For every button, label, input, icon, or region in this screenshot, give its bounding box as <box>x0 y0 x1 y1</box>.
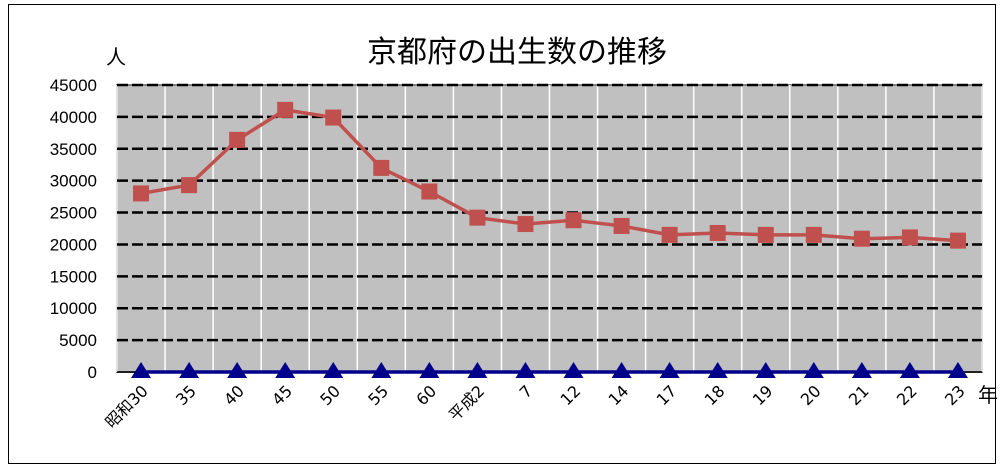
data-point <box>947 362 968 378</box>
chart-title: 京都府の出生数の推移 <box>367 35 667 70</box>
x-tick-label: 21 <box>845 381 873 409</box>
data-point <box>613 217 630 234</box>
x-tick-label: 7 <box>516 381 537 402</box>
data-point <box>419 362 440 378</box>
data-point <box>515 362 536 378</box>
data-point <box>181 177 198 194</box>
x-tick-label: 50 <box>316 381 344 409</box>
x-tick-label: 平成2 <box>445 381 488 424</box>
data-point <box>467 362 488 378</box>
data-point <box>131 362 152 378</box>
y-tick-label: 40000 <box>50 108 97 127</box>
x-tick-label: 22 <box>893 381 921 409</box>
data-point <box>227 362 248 378</box>
data-point <box>133 185 150 202</box>
y-axis-ticks: 0 5000 10000 15000 20000 25000 30000 35000 40000… <box>50 76 97 382</box>
y-tick-label: 30000 <box>50 172 97 191</box>
data-point <box>179 362 200 378</box>
y-axis-unit-label: 人 <box>106 45 126 69</box>
x-tick-label: 18 <box>701 381 729 409</box>
y-tick-label: 0 <box>88 363 97 382</box>
series-2 <box>131 362 968 378</box>
data-point <box>805 226 822 243</box>
data-point <box>275 362 296 378</box>
data-point <box>661 226 678 243</box>
y-tick-label: 20000 <box>50 235 97 254</box>
y-tick-label: 25000 <box>50 204 97 223</box>
data-point <box>949 232 966 249</box>
y-tick-label: 45000 <box>50 76 97 95</box>
y-tick-label: 15000 <box>50 267 97 286</box>
x-axis-unit-label: 年 <box>978 383 998 407</box>
x-tick-label: 45 <box>268 381 296 409</box>
data-point <box>659 362 680 378</box>
data-point <box>517 216 534 233</box>
data-point <box>371 362 392 378</box>
y-tick-label: 10000 <box>50 299 97 318</box>
data-point <box>853 230 870 247</box>
data-point <box>565 212 582 229</box>
x-tick-label: 12 <box>557 381 585 409</box>
x-tick-label: 14 <box>605 381 633 409</box>
data-point <box>229 131 246 148</box>
y-tick-label: 5000 <box>59 331 97 350</box>
x-tick-label: 35 <box>172 381 200 409</box>
x-tick-label: 60 <box>412 381 440 409</box>
x-tick-label: 40 <box>220 381 248 409</box>
gridlines <box>116 83 983 373</box>
data-point <box>803 362 824 378</box>
data-point <box>325 109 342 126</box>
data-point <box>421 183 438 200</box>
series-1 <box>133 101 966 249</box>
data-point <box>899 362 920 378</box>
x-tick-label: 23 <box>941 381 969 409</box>
data-point <box>757 226 774 243</box>
data-point <box>851 362 872 378</box>
data-point <box>373 159 390 176</box>
data-point <box>901 229 918 246</box>
data-point <box>611 362 632 378</box>
x-tick-label: 昭和30 <box>101 381 151 431</box>
data-point <box>707 362 728 378</box>
x-tick-label: 55 <box>364 381 392 409</box>
x-tick-label: 19 <box>749 381 777 409</box>
series-layer <box>131 101 968 378</box>
data-point <box>277 101 294 118</box>
x-tick-label: 20 <box>797 381 825 409</box>
data-point <box>755 362 776 378</box>
data-point <box>709 224 726 241</box>
x-tick-label: 17 <box>653 381 681 409</box>
series-line <box>140 108 959 243</box>
data-point <box>323 362 344 378</box>
data-point <box>563 362 584 378</box>
data-point <box>469 209 486 226</box>
x-axis-ticks: 昭和30 35 40 45 50 55 60 平成2 7 12 14 17 18 19 20 21 22 23 <box>101 381 968 431</box>
y-tick-label: 35000 <box>50 140 97 159</box>
